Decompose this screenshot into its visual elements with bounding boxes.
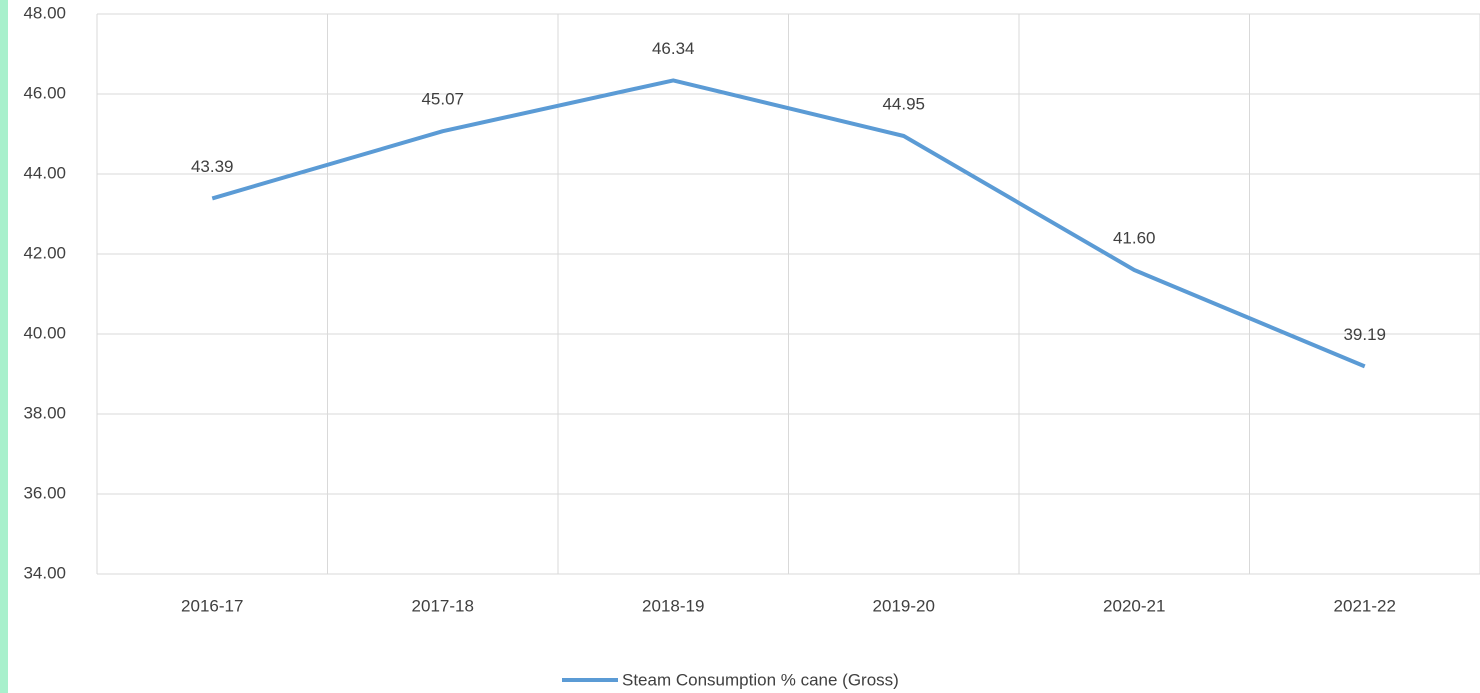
y-tick-label: 42.00 [23, 243, 66, 262]
data-label: 46.34 [652, 39, 695, 58]
x-tick-label: 2021-22 [1334, 596, 1396, 615]
data-label: 41.60 [1113, 228, 1156, 247]
data-label: 39.19 [1343, 325, 1386, 344]
y-tick-label: 34.00 [23, 563, 66, 582]
x-tick-label: 2018-19 [642, 596, 704, 615]
series-line [211, 78, 1366, 369]
data-label: 43.39 [191, 157, 234, 176]
y-tick-label: 48.00 [23, 3, 66, 22]
x-tick-label: 2019-20 [873, 596, 935, 615]
y-tick-label: 44.00 [23, 163, 66, 182]
x-tick-label: 2017-18 [412, 596, 474, 615]
legend-label: Steam Consumption % cane (Gross) [622, 670, 899, 689]
side-strip [0, 0, 8, 693]
x-tick-label: 2016-17 [181, 596, 243, 615]
y-tick-label: 38.00 [23, 403, 66, 422]
y-tick-label: 40.00 [23, 323, 66, 342]
data-label: 45.07 [421, 90, 464, 109]
x-tick-label: 2020-21 [1103, 596, 1165, 615]
y-tick-label: 36.00 [23, 483, 66, 502]
data-label: 44.95 [882, 94, 925, 113]
y-tick-label: 46.00 [23, 83, 66, 102]
